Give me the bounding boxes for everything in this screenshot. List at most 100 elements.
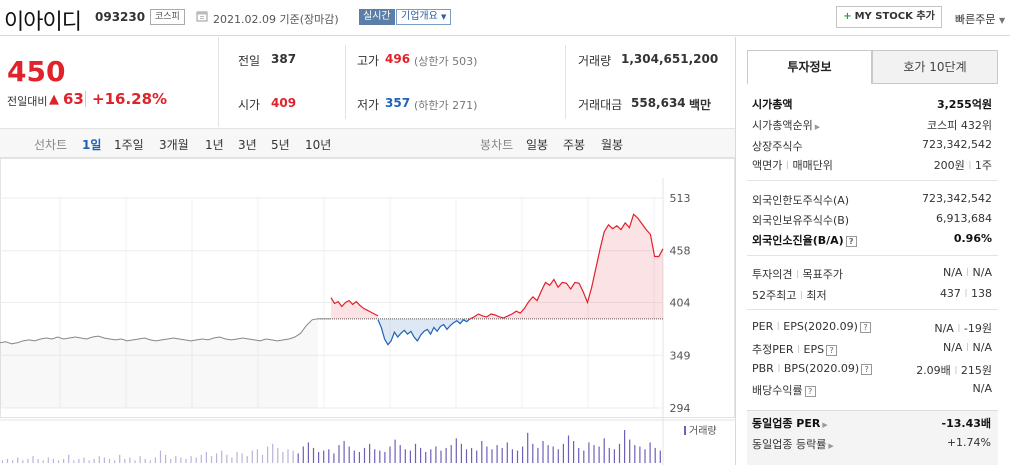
period-5y-tab[interactable]: 5년 xyxy=(271,138,290,152)
period-1y-tab[interactable]: 1년 xyxy=(205,138,224,152)
period-3y-tab[interactable]: 3년 xyxy=(238,138,257,152)
volume-bar xyxy=(22,460,24,464)
separator: l xyxy=(957,322,961,335)
volume-bar xyxy=(210,456,213,463)
volume-bar xyxy=(379,450,381,463)
volume-bar xyxy=(409,450,411,463)
tab-investment-info[interactable]: 투자정보 xyxy=(747,50,872,84)
tab-order-book[interactable]: 호가 10단계 xyxy=(872,50,998,84)
pbr-bps-label: PBR l BPS(2020.09)? xyxy=(752,362,873,375)
volume-bar xyxy=(17,457,19,463)
volume-bar xyxy=(165,454,167,464)
volume-bar xyxy=(114,460,116,464)
period-10y-tab[interactable]: 10년 xyxy=(305,138,332,152)
separator: l xyxy=(799,289,803,302)
volume-bar xyxy=(481,441,483,463)
add-mystock-button[interactable]: + MY STOCK 추가 xyxy=(836,6,942,28)
volume-bar xyxy=(455,438,457,464)
low-label: 저가 xyxy=(357,98,380,112)
history-fill-area xyxy=(0,318,318,408)
company-overview-label: 기업개요 xyxy=(401,11,438,22)
help-icon[interactable]: ? xyxy=(804,385,816,397)
info-arrow-icon[interactable]: ▶ xyxy=(814,123,821,131)
per-eps-value: N/A l -19원 xyxy=(934,320,992,336)
help-icon[interactable]: ? xyxy=(845,235,857,247)
company-overview-button[interactable]: 기업개요 ▼ xyxy=(396,9,452,25)
volume-bar xyxy=(68,454,70,464)
volume-bar xyxy=(6,458,9,463)
volume-bar xyxy=(277,447,279,463)
volume-bar xyxy=(537,447,539,463)
period-1w-tab[interactable]: 1주일 xyxy=(114,138,144,152)
volume-bar xyxy=(139,456,141,463)
divider xyxy=(565,45,566,119)
volume-bar xyxy=(634,445,636,463)
bps-value: 215원 xyxy=(960,364,992,377)
volume-bar xyxy=(348,446,350,463)
candle-weekly-tab[interactable]: 주봉 xyxy=(563,138,586,152)
series-line xyxy=(469,213,664,320)
separator: l xyxy=(796,343,801,356)
period-3m-tab[interactable]: 3개월 xyxy=(159,138,189,152)
y-tick-label: 294 xyxy=(670,402,691,415)
volume-bar xyxy=(399,445,401,463)
volume-bar xyxy=(644,449,646,464)
realtime-button[interactable]: 실시간 xyxy=(359,9,395,25)
volume-bar xyxy=(200,454,202,464)
volume-bar xyxy=(608,447,610,463)
price-chart[interactable]: 513 458 404 349 294 거래량 xyxy=(0,158,735,465)
volume-bar xyxy=(593,445,595,463)
target-value-text: N/A xyxy=(972,266,992,279)
par-unit-value: 200원 l 1주 xyxy=(934,157,992,173)
divider xyxy=(747,255,998,256)
quick-order-button[interactable]: 빠른주문 ▼ xyxy=(955,11,1005,27)
candle-daily-tab[interactable]: 일봉 xyxy=(526,138,549,152)
volume-bar xyxy=(613,449,615,464)
pbr-bps-value: 2.09배 l 215원 xyxy=(916,362,992,378)
help-icon[interactable]: ? xyxy=(859,321,871,333)
shares-value: 723,342,542 xyxy=(922,138,992,151)
foreign-ratio-text: 외국인소진율(B/A) xyxy=(752,234,844,247)
volume-bar xyxy=(83,457,85,463)
divider xyxy=(85,91,86,107)
stock-code: 093230 xyxy=(95,10,146,24)
volume-bar xyxy=(588,442,590,463)
volume-bar xyxy=(624,430,626,463)
opinion-text: 투자의견 xyxy=(752,268,793,281)
info-arrow-icon[interactable]: ▶ xyxy=(822,421,828,429)
volume-bar xyxy=(465,449,468,464)
est-eps-value-text: N/A xyxy=(972,341,992,354)
est-per-label: 추정PER l EPS? xyxy=(752,341,838,357)
est-eps-text: EPS xyxy=(803,343,825,356)
volume-bar xyxy=(516,450,519,463)
period-1d-tab[interactable]: 1일 xyxy=(82,138,102,152)
price-chart-svg: 513 458 404 349 294 거래량 xyxy=(0,158,735,465)
w52-high-text: 52주최고 xyxy=(752,289,797,302)
volume-bar xyxy=(185,458,187,463)
w52-low-value: 138 xyxy=(971,287,992,300)
volume-bar xyxy=(639,446,641,463)
volume-bar xyxy=(307,442,309,463)
help-icon[interactable]: ? xyxy=(826,344,838,356)
volume-bar xyxy=(389,446,391,463)
volume-bar xyxy=(175,456,177,463)
volume-bar xyxy=(603,438,605,464)
volume-bar xyxy=(231,457,233,463)
help-icon[interactable]: ? xyxy=(861,363,873,375)
volume-bar xyxy=(374,449,376,464)
candle-monthly-tab[interactable]: 월봉 xyxy=(601,138,624,152)
foreign-limit-value: 723,342,542 xyxy=(922,192,992,205)
volume-bar xyxy=(170,458,172,463)
stock-name: 이아이디 xyxy=(4,10,82,35)
volume-bar xyxy=(318,452,320,463)
add-mystock-label: MY STOCK 추가 xyxy=(854,11,935,22)
volume-bar xyxy=(124,458,126,463)
info-arrow-icon[interactable]: ▶ xyxy=(828,442,834,450)
volume-bar xyxy=(88,460,90,464)
volume-bar xyxy=(527,432,529,464)
low-value: 357 xyxy=(385,96,411,110)
y-tick-label: 458 xyxy=(670,245,691,258)
volume-bar xyxy=(369,443,371,464)
series-line xyxy=(0,318,319,345)
volume-bar xyxy=(195,457,197,463)
